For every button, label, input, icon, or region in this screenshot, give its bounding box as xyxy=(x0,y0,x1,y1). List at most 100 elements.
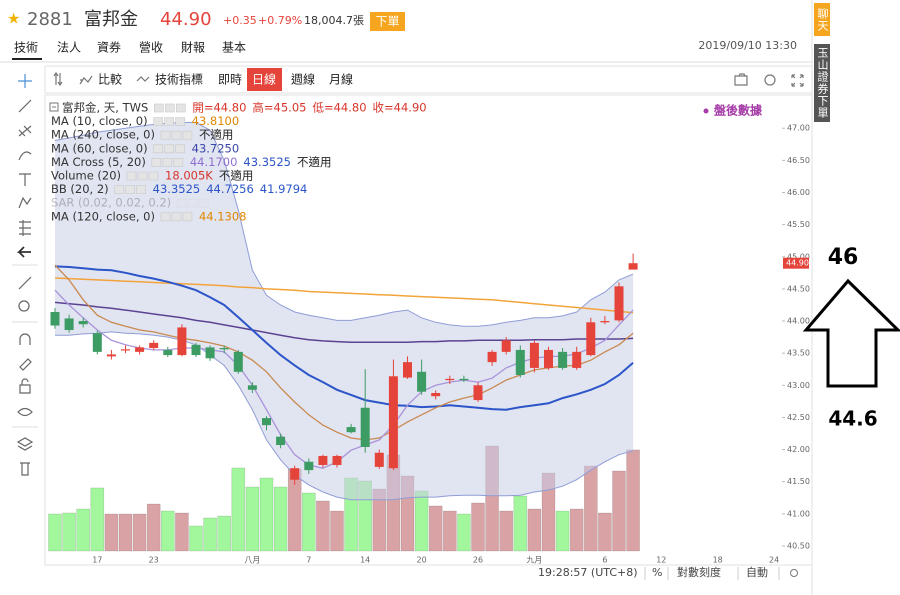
compare-label[interactable]: 比較 xyxy=(98,72,122,87)
legend-label: MA (120, close, 0) xyxy=(51,209,155,223)
legend-label: BB (20, 2) xyxy=(51,182,109,196)
x-tick-label: 17 xyxy=(92,556,102,565)
interval[interactable]: 月線 xyxy=(329,72,353,87)
legend-control[interactable] xyxy=(160,212,171,222)
legend-control[interactable] xyxy=(171,212,182,222)
legend-value: 44.1308 xyxy=(199,209,247,223)
text-tool[interactable] xyxy=(19,173,31,186)
legend-control[interactable] xyxy=(176,103,186,113)
volume-bar xyxy=(442,510,457,552)
annotation-lower: 44.6 xyxy=(828,407,877,431)
legend-control[interactable] xyxy=(114,185,124,194)
legend-control[interactable] xyxy=(154,103,164,113)
candle-body xyxy=(346,427,356,433)
candle-body xyxy=(177,327,187,356)
x-tick-label: 26 xyxy=(473,556,483,565)
legend-control[interactable] xyxy=(182,130,193,140)
y-tick-label: 42.00 xyxy=(787,445,810,454)
legend-control[interactable] xyxy=(164,144,174,154)
legend-control[interactable] xyxy=(171,130,182,140)
after-hours-note[interactable]: 盤後數據 xyxy=(714,103,763,118)
candle-body xyxy=(473,385,483,401)
tab[interactable]: 法人 xyxy=(57,41,81,55)
back-tool[interactable] xyxy=(16,246,31,258)
crosshair-tool[interactable] xyxy=(18,74,32,88)
annotation-arrow xyxy=(802,278,900,388)
legend-row: BB (20, 2) 43.3525 44.7256 41.9794 xyxy=(51,182,307,196)
legend-control[interactable] xyxy=(125,185,135,194)
interval[interactable]: 即時 xyxy=(218,73,242,87)
candle-body xyxy=(191,344,201,356)
legend-value: 44.7256 xyxy=(206,182,254,196)
lock-tool[interactable] xyxy=(19,378,31,394)
toolbar-icon[interactable] xyxy=(53,71,63,87)
layers-tool[interactable] xyxy=(16,437,34,451)
legend-control[interactable] xyxy=(126,171,137,181)
percent-toggle[interactable]: % xyxy=(652,566,662,579)
log-scale-toggle[interactable]: 對數刻度 xyxy=(677,565,721,579)
auto-toggle[interactable]: 自動 xyxy=(746,565,768,579)
tab[interactable]: 基本 xyxy=(222,41,246,55)
legend-control[interactable] xyxy=(176,198,187,208)
datetime: 2019/09/10 13:30 xyxy=(698,39,797,52)
lock-draw-tool[interactable] xyxy=(19,358,32,371)
legend-control[interactable] xyxy=(173,158,184,167)
x-tick-label: 九月 xyxy=(526,556,542,565)
zoom-tool[interactable] xyxy=(18,300,30,312)
volume-bar xyxy=(175,512,189,552)
legend-row: MA (10, close, 0) 43.8100 xyxy=(51,114,239,128)
line-tool[interactable] xyxy=(18,99,32,113)
legend-value: 44.1700 xyxy=(190,155,238,169)
legend-control[interactable] xyxy=(160,130,171,140)
tab[interactable]: 營收 xyxy=(139,41,163,55)
volume-bar xyxy=(189,525,203,552)
y-tick-label: 45.50 xyxy=(787,220,810,229)
interval[interactable]: 日線 xyxy=(252,72,276,87)
legend-control[interactable] xyxy=(175,144,185,154)
interval[interactable]: 週線 xyxy=(291,72,315,87)
tab[interactable]: 資券 xyxy=(97,40,121,55)
legend-control[interactable] xyxy=(153,117,163,126)
tab[interactable]: 技術 xyxy=(14,41,38,55)
legend-control[interactable] xyxy=(164,117,174,126)
legend-control[interactable] xyxy=(151,158,162,167)
note-dot xyxy=(703,108,709,114)
measure-tool[interactable] xyxy=(19,220,31,236)
legend-control[interactable] xyxy=(162,158,173,167)
order-button[interactable] xyxy=(370,12,405,31)
settings-icon[interactable] xyxy=(764,74,776,86)
fib-tool[interactable] xyxy=(18,125,32,137)
legend-control[interactable] xyxy=(182,212,193,222)
tab[interactable]: 財報 xyxy=(181,40,205,55)
camera-icon[interactable] xyxy=(734,73,748,86)
legend-collapse[interactable] xyxy=(49,102,59,112)
compare-icon[interactable] xyxy=(79,75,93,85)
legend-value: 不適用 xyxy=(297,155,332,169)
indicator-icon[interactable] xyxy=(136,76,150,82)
indicators-label[interactable]: 技術指標 xyxy=(155,72,203,87)
legend-control[interactable] xyxy=(187,198,198,208)
legend-control[interactable] xyxy=(137,171,148,181)
legend-control[interactable] xyxy=(136,185,146,194)
candle-body xyxy=(417,371,427,392)
order-button-label[interactable]: 下單 xyxy=(375,15,399,29)
legend-control[interactable] xyxy=(198,198,209,208)
fullscreen-icon[interactable] xyxy=(791,74,804,87)
legend-control[interactable] xyxy=(165,103,175,113)
chat-button[interactable]: 聊天室 xyxy=(800,3,830,36)
brush-tool[interactable] xyxy=(18,151,32,161)
active-interval[interactable] xyxy=(247,68,282,91)
favorite-star[interactable]: ★ xyxy=(7,10,20,28)
visibility-tool[interactable] xyxy=(17,407,33,417)
legend-control[interactable] xyxy=(153,144,163,154)
pattern-tool[interactable] xyxy=(18,196,32,209)
broker-order-button[interactable]: 玉山證券下單 xyxy=(814,44,830,122)
legend-control[interactable] xyxy=(175,117,185,126)
delete-tool[interactable] xyxy=(20,462,30,476)
status-settings[interactable] xyxy=(790,569,798,577)
volume-bar xyxy=(62,512,76,552)
magnet-tool[interactable] xyxy=(19,333,31,345)
volume-bar xyxy=(273,486,288,552)
ruler-tool[interactable] xyxy=(18,276,32,290)
legend-control[interactable] xyxy=(148,171,159,181)
